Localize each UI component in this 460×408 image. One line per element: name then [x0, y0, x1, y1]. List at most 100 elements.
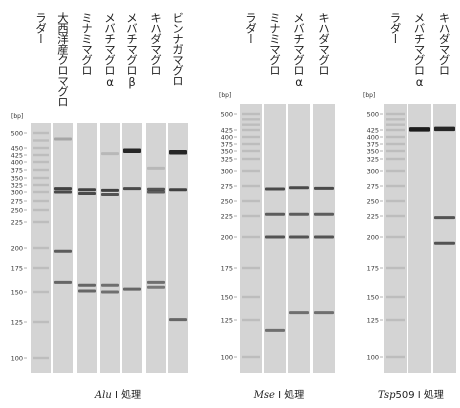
- ladder-band: [33, 266, 49, 270]
- ladder-band: [386, 214, 405, 218]
- ladder-band: [33, 183, 49, 187]
- dna-band: [78, 289, 96, 293]
- ladder-band: [386, 266, 405, 270]
- dna-band: [265, 187, 285, 191]
- tick-label: 175: [221, 264, 233, 272]
- lane-background: [122, 123, 142, 373]
- ladder-band: [33, 146, 49, 150]
- tick-label: 125: [367, 316, 379, 324]
- lane-label: キハダマグロ: [317, 12, 331, 75]
- ladder-band: [386, 157, 405, 161]
- lane-background: [408, 104, 431, 373]
- ladder-band: [386, 128, 405, 132]
- dna-band: [101, 283, 119, 287]
- panel-caption: Tsp509 I 処理: [378, 388, 444, 401]
- dna-band: [434, 126, 455, 132]
- gel-lane: [100, 123, 120, 373]
- ladder-band: [242, 149, 260, 153]
- lane-label: メバチマグロβ: [125, 12, 139, 89]
- ladder-band: [33, 139, 49, 142]
- tick-label: 100: [11, 354, 23, 362]
- tick-label: 500: [221, 110, 233, 118]
- lane-background: [77, 123, 97, 373]
- tick-label: 300: [367, 167, 379, 175]
- gel-lane: [313, 104, 335, 373]
- tick-label: 425: [221, 126, 233, 134]
- gel-lane: [146, 123, 166, 373]
- tick-label: 300: [221, 167, 233, 175]
- ladder-band: [242, 169, 260, 173]
- ladder-band: [386, 199, 405, 203]
- tick-label: 325: [11, 181, 23, 189]
- ladder-band: [242, 112, 260, 116]
- tick-label: 450: [11, 144, 23, 152]
- ladder-band: [33, 131, 49, 135]
- tick-label: 150: [367, 293, 379, 301]
- ladder-band: [242, 266, 260, 270]
- gel-lane: [168, 123, 188, 373]
- tick-label: 125: [221, 316, 233, 324]
- tick-label: 375: [367, 140, 379, 148]
- ladder-band: [386, 135, 405, 139]
- dna-band: [123, 287, 141, 291]
- lane-label: メバチマグロα: [413, 12, 427, 88]
- dna-band: [265, 235, 285, 239]
- ladder-band: [33, 190, 49, 194]
- ladder-band: [386, 184, 405, 188]
- lane-label: メバチマグロα: [292, 12, 306, 88]
- dna-band: [147, 166, 165, 170]
- dna-band: [314, 311, 334, 315]
- lane-label: キハダマグロ: [149, 12, 163, 75]
- tick-label: 175: [367, 264, 379, 272]
- tick-label: 225: [11, 218, 23, 226]
- tick-label: 350: [11, 174, 23, 182]
- tick-label: 275: [367, 182, 379, 190]
- dna-band: [54, 187, 72, 191]
- lane-background: [100, 123, 120, 373]
- dna-band: [169, 318, 187, 322]
- tick-label: 350: [367, 147, 379, 155]
- lane-label: ラダー: [389, 12, 403, 44]
- lane-label: キハダマグロ: [438, 12, 452, 75]
- unit-label: [bp]: [219, 92, 231, 99]
- gel-lane: [264, 104, 286, 373]
- lane-background: [146, 123, 166, 373]
- unit-label: [bp]: [363, 92, 375, 99]
- ladder-band: [242, 118, 260, 121]
- ladder-band: [242, 123, 260, 126]
- dna-band: [434, 241, 455, 245]
- ladder-band: [386, 235, 405, 239]
- ladder-band: [33, 153, 49, 157]
- dna-band: [101, 290, 119, 294]
- dna-band: [289, 212, 309, 216]
- tick-label: 400: [367, 133, 379, 141]
- tick-label: 400: [11, 158, 23, 166]
- dna-band: [147, 187, 165, 191]
- tick-label: 250: [11, 206, 23, 214]
- ladder-band: [386, 112, 405, 116]
- lane-background: [168, 123, 188, 373]
- dna-band: [314, 186, 334, 190]
- ladder-band: [386, 149, 405, 153]
- dna-band: [54, 249, 72, 253]
- ladder-band: [33, 208, 49, 212]
- dna-band: [78, 283, 96, 287]
- ladder-band: [386, 355, 405, 359]
- dna-band: [169, 149, 187, 155]
- ladder-band: [386, 118, 405, 121]
- ladder-band: [242, 157, 260, 161]
- ladder-band: [242, 318, 260, 322]
- dna-band: [101, 152, 119, 156]
- tick-label: 500: [11, 129, 23, 137]
- lane-background: [53, 123, 73, 373]
- ladder-band: [386, 169, 405, 173]
- dna-band: [289, 311, 309, 315]
- tick-label: 250: [221, 197, 233, 205]
- dna-band: [101, 193, 119, 197]
- lane-label: ミナミマグロ: [80, 12, 94, 75]
- ladder-band: [33, 168, 49, 172]
- gel-lane: [288, 104, 310, 373]
- tick-label: 200: [11, 244, 23, 252]
- tick-label: 275: [11, 197, 23, 205]
